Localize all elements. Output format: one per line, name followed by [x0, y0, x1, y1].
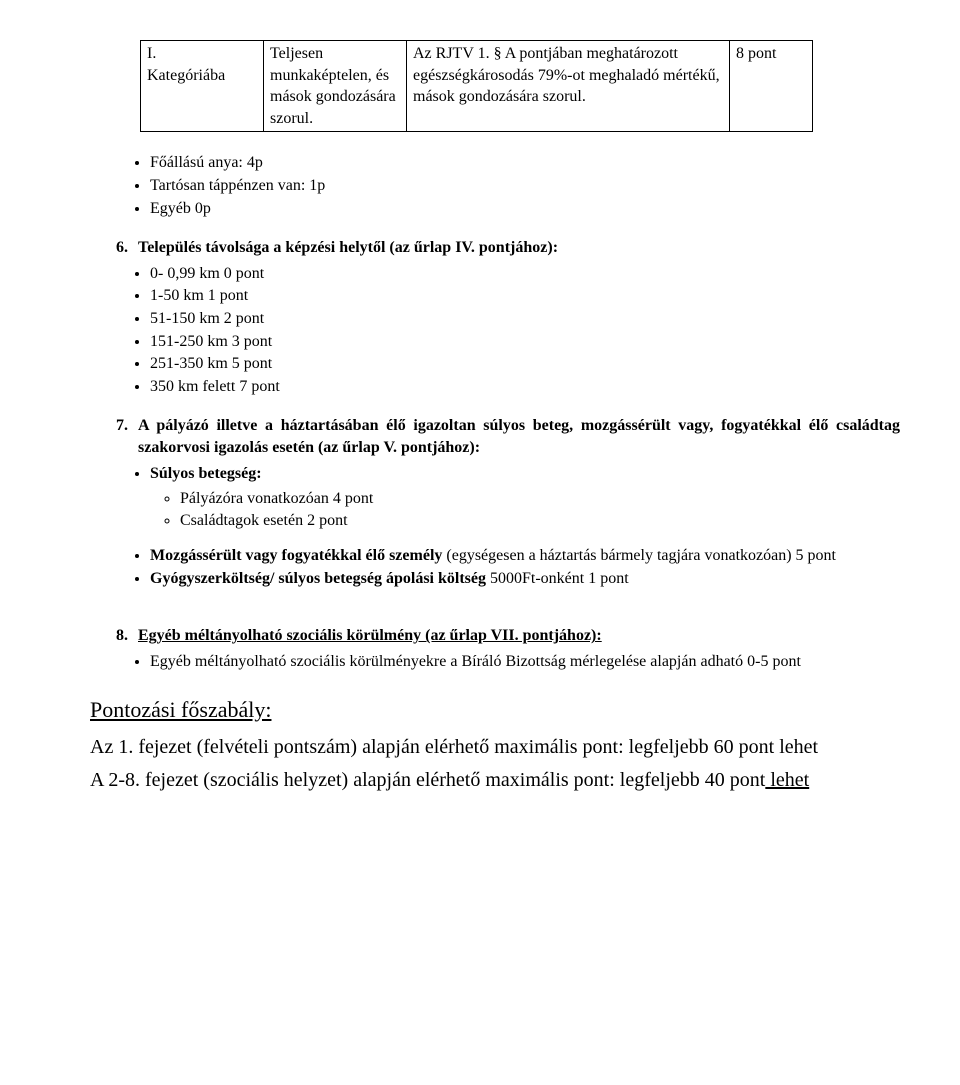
section-7-list-a: Súlyos betegség: [90, 463, 900, 485]
list-item: 350 km felett 7 pont [150, 376, 900, 398]
category-table: I. Kategóriába Teljesen munkaképtelen, é… [140, 40, 813, 132]
section-8-heading: Egyéb méltányolható szociális körülmény … [90, 625, 900, 647]
rule-heading: Pontozási főszabály: [90, 695, 900, 725]
rule-line-1: Az 1. fejezet (felvételi pontszám) alapj… [90, 734, 900, 761]
list-item: 151-250 km 3 pont [150, 331, 900, 353]
section-title: Egyéb méltányolható szociális körülmény … [132, 625, 900, 647]
list-item: 51-150 km 2 pont [150, 308, 900, 330]
section-6-list: 0- 0,99 km 0 pont 1-50 km 1 pont 51-150 … [90, 263, 900, 398]
top-bullet-list: Főállású anya: 4p Tartósan táppénzen van… [90, 152, 900, 219]
list-item: Egyéb méltányolható szociális körülménye… [150, 651, 900, 673]
section-title: Település távolsága a képzési helytől (a… [132, 237, 900, 259]
list-item: Tartósan táppénzen van: 1p [150, 175, 900, 197]
section-title: A pályázó illetve a háztartásában élő ig… [132, 415, 900, 458]
table-cell: I. Kategóriába [141, 41, 264, 132]
section-6-heading: Település távolsága a képzési helytől (a… [90, 237, 900, 259]
list-item: Egyéb 0p [150, 198, 900, 220]
list-item: 251-350 km 5 pont [150, 353, 900, 375]
bold-text: Gyógyszerköltség/ súlyos betegség ápolás… [150, 570, 486, 587]
table-cell: Az RJTV 1. § A pontjában meghatározott e… [407, 41, 730, 132]
section-8-list: Egyéb méltányolható szociális körülménye… [90, 651, 900, 673]
table-cell: Teljesen munkaképtelen, és mások gondozá… [264, 41, 407, 132]
rule-line-2: A 2-8. fejezet (szociális helyzet) alapj… [90, 767, 900, 794]
list-item: Súlyos betegség: [150, 463, 900, 485]
text: A 2-8. fejezet (szociális helyzet) alapj… [90, 769, 765, 791]
bold-text: Súlyos betegség: [150, 465, 262, 482]
list-item: Főállású anya: 4p [150, 152, 900, 174]
cell-text: I. [147, 45, 156, 62]
bold-text: Mozgássérült vagy fogyatékkal élő személ… [150, 547, 442, 564]
cell-text: Kategóriába [147, 67, 225, 84]
list-item: 0- 0,99 km 0 pont [150, 263, 900, 285]
section-7-list-b: Mozgássérült vagy fogyatékkal élő személ… [90, 545, 900, 589]
underline-text: lehet [765, 769, 809, 791]
section-7-heading: A pályázó illetve a háztartásában élő ig… [90, 415, 900, 458]
section-7-sublist: Pályázóra vonatkozóan 4 pont Családtagok… [90, 488, 900, 531]
text: (egységesen a háztartás bármely tagjára … [442, 547, 836, 564]
text: 5000Ft-onként 1 pont [486, 570, 629, 587]
list-item: 1-50 km 1 pont [150, 285, 900, 307]
table-cell: 8 pont [730, 41, 813, 132]
list-item: Családtagok esetén 2 pont [180, 510, 900, 532]
underline-text: Egyéb méltányolható szociális körülmény … [138, 627, 602, 644]
list-item: Gyógyszerköltség/ súlyos betegség ápolás… [150, 568, 900, 590]
list-item: Pályázóra vonatkozóan 4 pont [180, 488, 900, 510]
list-item: Mozgássérült vagy fogyatékkal élő személ… [150, 545, 900, 567]
